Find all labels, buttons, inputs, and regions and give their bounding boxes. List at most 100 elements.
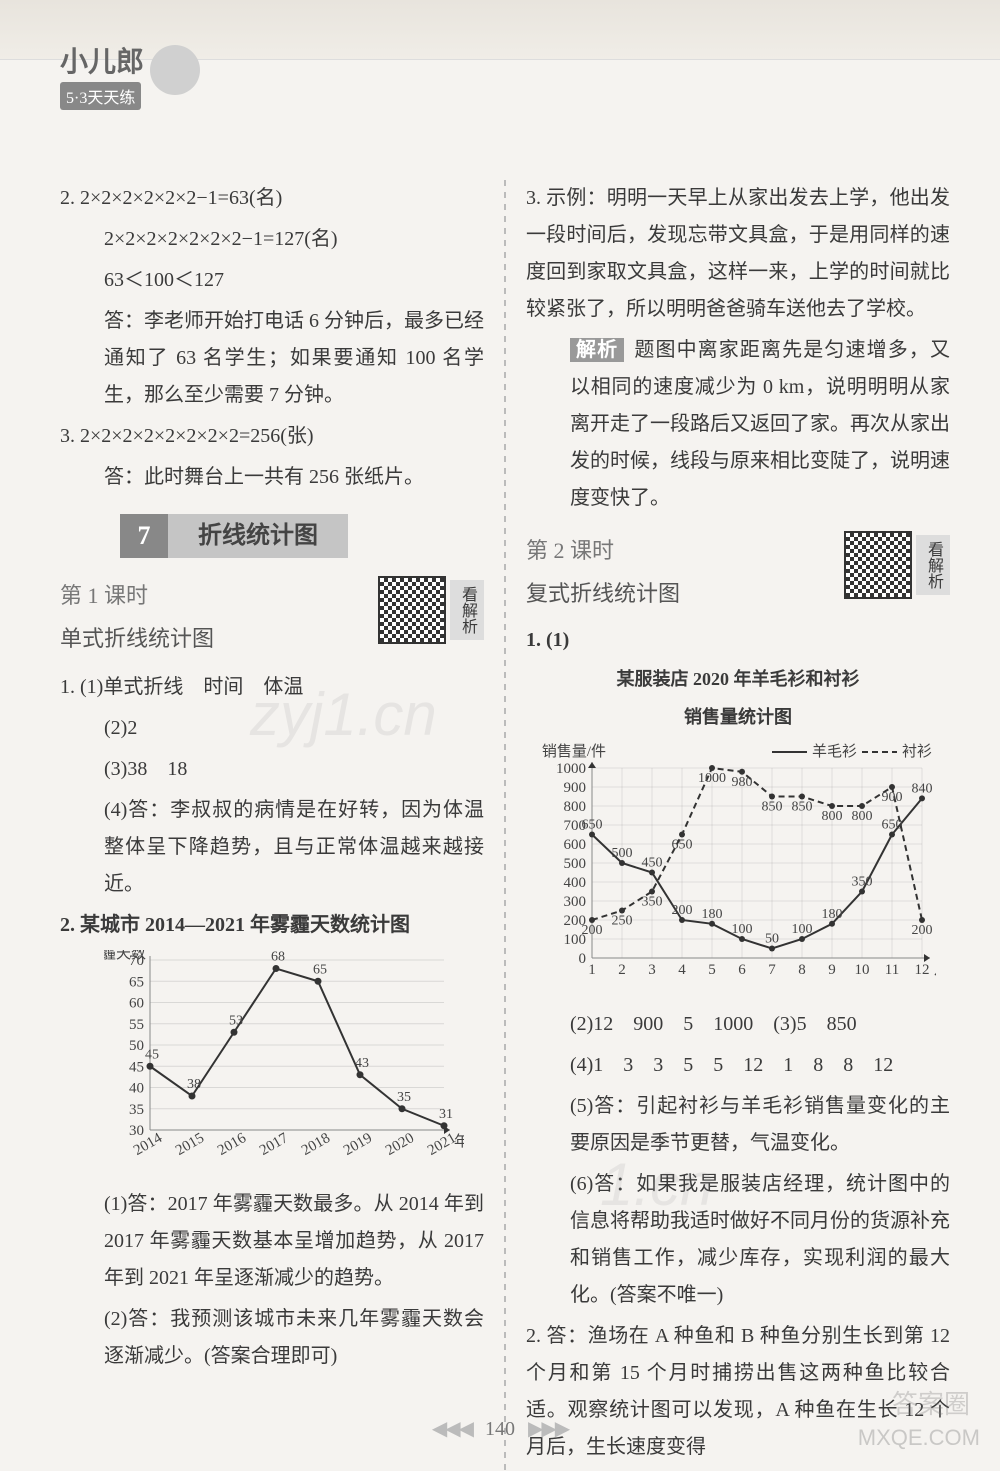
svg-text:68: 68 <box>271 950 285 965</box>
svg-text:70: 70 <box>129 953 144 969</box>
svg-text:4: 4 <box>678 962 686 978</box>
a1-head: 1. (1) <box>526 629 569 651</box>
left-column: 2. 2×2×2×2×2×2−1=63(名) 2×2×2×2×2×2×2−1=1… <box>60 180 484 1470</box>
qr-label-2: 看解析 <box>916 535 950 595</box>
svg-text:35: 35 <box>397 1090 411 1105</box>
r-a1-2: (2)12 900 5 1000 (3)5 850 <box>526 1006 950 1043</box>
svg-text:年份: 年份 <box>454 1133 464 1150</box>
svg-text:3: 3 <box>648 962 656 978</box>
svg-text:43: 43 <box>355 1056 369 1071</box>
svg-text:180: 180 <box>821 907 842 922</box>
svg-text:月份: 月份 <box>934 961 936 978</box>
svg-text:200: 200 <box>581 923 602 938</box>
svg-text:2017: 2017 <box>257 1130 291 1159</box>
svg-text:衬衫: 衬衫 <box>902 743 932 760</box>
chart1-svg: 雾霾天数303540455055606570201420152016201720… <box>104 950 464 1180</box>
a1-1: 1. (1)单式折线 时间 体温 <box>60 669 484 706</box>
svg-text:1000: 1000 <box>556 761 586 777</box>
q2-line2: 2×2×2×2×2×2×2−1=127(名) <box>60 221 484 258</box>
svg-text:500: 500 <box>563 856 586 872</box>
svg-text:12: 12 <box>914 962 929 978</box>
q2-answer: 答：李老师开始打电话 6 分钟后，最多已经通知了 63 名学生；如果要通知 10… <box>60 303 484 414</box>
chart2-title1: 某服装店 2020 年羊毛衫和衬衫 <box>526 663 950 696</box>
section-tab: 7 折线统计图 <box>120 514 484 558</box>
svg-text:450: 450 <box>641 855 662 870</box>
svg-text:53: 53 <box>229 1014 243 1029</box>
svg-text:900: 900 <box>881 790 902 805</box>
svg-text:650: 650 <box>581 817 602 832</box>
lesson-sub-2: 复式折线统计图 <box>526 574 680 615</box>
a2-title: 2. 某城市 2014—2021 年雾霾天数统计图 <box>60 907 484 944</box>
svg-text:55: 55 <box>129 1017 144 1033</box>
svg-text:800: 800 <box>851 809 872 824</box>
svg-text:40: 40 <box>129 1081 144 1097</box>
lesson-num: 第 1 课时 <box>60 576 214 617</box>
section-number: 7 <box>120 514 168 558</box>
svg-text:10: 10 <box>854 962 869 978</box>
svg-text:50: 50 <box>129 1038 144 1054</box>
r-q3: 3. 示例：明明一天早上从家出发去上学，他出发一段时间后，发现忘带文具盒，于是用… <box>526 180 950 328</box>
chart2-title2: 销售量统计图 <box>526 701 950 734</box>
svg-text:30: 30 <box>129 1123 144 1139</box>
svg-text:600: 600 <box>563 837 586 853</box>
svg-text:900: 900 <box>563 780 586 796</box>
logo-face-icon <box>150 45 200 95</box>
lesson-header-2: 第 2 课时 复式折线统计图 看解析 <box>526 531 950 614</box>
svg-text:65: 65 <box>129 975 144 991</box>
a1-3: (3)38 18 <box>60 751 484 788</box>
svg-text:180: 180 <box>701 907 722 922</box>
svg-text:840: 840 <box>911 781 932 796</box>
svg-text:650: 650 <box>671 837 692 852</box>
q2-line1: 2. 2×2×2×2×2×2−1=63(名) <box>60 180 484 217</box>
svg-text:35: 35 <box>129 1102 144 1118</box>
column-divider <box>504 180 506 1470</box>
svg-text:800: 800 <box>563 799 586 815</box>
svg-text:7: 7 <box>768 962 776 978</box>
lesson-text-block-2: 第 2 课时 复式折线统计图 <box>526 531 680 614</box>
lesson-header: 第 1 课时 单式折线统计图 看解析 <box>60 576 484 659</box>
svg-text:800: 800 <box>821 809 842 824</box>
svg-text:1000: 1000 <box>698 771 726 786</box>
qr-wrap-2: 看解析 <box>844 531 950 599</box>
svg-text:350: 350 <box>851 874 872 889</box>
page-num-value: 140 <box>485 1418 515 1440</box>
qr-label: 看解析 <box>450 580 484 640</box>
a2-2: (2)答：我预测该城市未来几年雾霾天数会逐渐减少。(答案合理即可) <box>60 1301 484 1375</box>
svg-text:1: 1 <box>588 962 596 978</box>
header-band <box>0 0 1000 60</box>
svg-text:9: 9 <box>828 962 836 978</box>
columns: 2. 2×2×2×2×2×2−1=63(名) 2×2×2×2×2×2×2−1=1… <box>0 60 1000 1470</box>
svg-text:250: 250 <box>611 913 632 928</box>
svg-text:2: 2 <box>618 962 626 978</box>
svg-text:980: 980 <box>731 775 752 790</box>
svg-text:2015: 2015 <box>173 1130 207 1159</box>
logo-title: 小儿郎 <box>60 40 144 80</box>
svg-text:50: 50 <box>765 931 779 946</box>
svg-text:2019: 2019 <box>341 1130 375 1159</box>
svg-text:850: 850 <box>791 799 812 814</box>
a1-chart-block: 1. (1) 某服装店 2020 年羊毛衫和衬衫 销售量统计图 销售量/件羊毛衫… <box>526 622 950 1000</box>
r-a1-4: (4)1 3 3 5 5 12 1 8 8 12 <box>526 1047 950 1084</box>
qr-code-icon[interactable] <box>378 576 446 644</box>
svg-text:350: 350 <box>641 894 662 909</box>
r-a1-5: (5)答：引起衬衫与羊毛衫销售量变化的主要原因是季节更替，气温变化。 <box>526 1088 950 1162</box>
q3-answer: 答：此时舞台上一共有 256 张纸片。 <box>60 459 484 496</box>
jiexi-text: 题图中离家距离先是匀速增多，又以相同的速度减少为 0 km，说明明明从家离开走了… <box>570 339 950 509</box>
svg-text:8: 8 <box>798 962 806 978</box>
qr-code-icon-2[interactable] <box>844 531 912 599</box>
svg-text:5: 5 <box>708 962 716 978</box>
lesson-sub: 单式折线统计图 <box>60 619 214 660</box>
svg-text:31: 31 <box>439 1107 453 1122</box>
svg-text:2018: 2018 <box>299 1130 333 1159</box>
lesson-num-2: 第 2 课时 <box>526 531 680 572</box>
chart1: 雾霾天数303540455055606570201420152016201720… <box>104 950 484 1180</box>
svg-text:300: 300 <box>563 894 586 910</box>
r-a1-6: (6)答：如果我是服装店经理，统计图中的信息将帮助我适时做好不同月份的货源补充和… <box>526 1166 950 1314</box>
lesson-text-block: 第 1 课时 单式折线统计图 <box>60 576 214 659</box>
a2-1: (1)答：2017 年雾霾天数最多。从 2014 年到 2017 年雾霾天数基本… <box>60 1186 484 1297</box>
chart2: 销售量/件羊毛衫衬衫010020030040050060070080090010… <box>536 740 950 1000</box>
svg-text:100: 100 <box>731 922 752 937</box>
svg-text:200: 200 <box>911 923 932 938</box>
q2-line3: 63＜100＜127 <box>60 262 484 299</box>
tri-left-icon: ◀◀◀ <box>432 1418 472 1440</box>
